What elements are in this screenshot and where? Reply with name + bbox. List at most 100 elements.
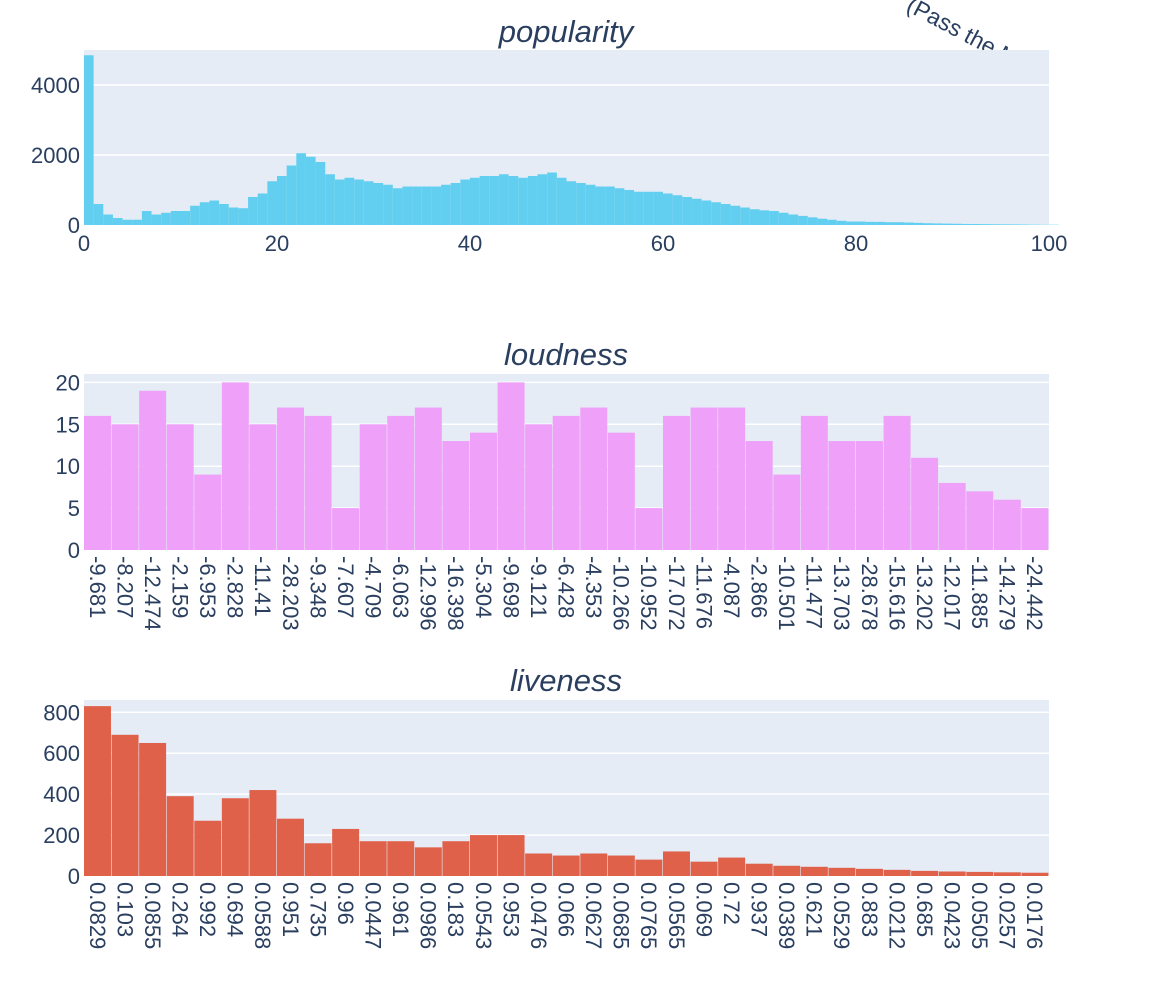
popularity-bar [296,153,306,225]
popularity-bar [354,179,364,225]
popularity-bar [556,177,567,225]
liveness-x-tick-label: 0.735 [305,882,330,937]
loudness-y-tick-label: 15 [56,412,80,437]
loudness-x-tick-label: -14.279 [995,556,1020,631]
popularity-bar [730,205,741,225]
loudness-bar [883,415,911,550]
popularity-bar [933,223,943,225]
loudness-x-tick-label: -16.398 [443,556,468,631]
liveness-bar [221,798,249,876]
liveness-bar [773,865,801,876]
popularity-bar [759,210,770,225]
popularity-y-tick-label: 2000 [31,143,80,168]
popularity-bar [315,162,326,225]
popularity-bar [441,184,451,225]
liveness-x-tick-label: 0.0986 [416,882,441,949]
popularity-bar [132,219,142,225]
liveness-bar [883,869,911,876]
popularity-bar [865,221,876,225]
liveness-x-tick-label: 0.183 [443,882,468,937]
liveness-x-tick-label: 0.937 [747,882,772,937]
popularity-bar [450,183,461,225]
popularity-bar [605,186,615,225]
loudness-bar [938,482,966,550]
liveness-bar [442,841,470,876]
popularity-bar [344,177,355,225]
popularity-x-ticks: 0 20 40 60 80 100 [78,231,1067,256]
popularity-bar [884,222,895,225]
popularity-bar [836,220,847,225]
popularity-bar [305,156,316,225]
loudness-bar [690,407,718,550]
loudness-x-tick-label: -6.428 [554,556,579,618]
loudness-bar [194,474,222,550]
loudness-x-tick-label: -12.474 [140,556,165,631]
loudness-x-tick-label: -11.41 [250,556,275,617]
loudness-bar [414,407,442,550]
popularity-bar [286,165,297,225]
loudness-x-tick-label: -4.353 [581,556,606,618]
loudness-bar [828,441,856,550]
popularity-bar [923,223,934,225]
loudness-x-tick-label: -9.698 [498,556,523,618]
popularity-bar [112,218,123,225]
loudness-x-tick-label: -12.996 [416,556,441,631]
popularity-bar [103,214,113,225]
liveness-x-tick-label: 0.0423 [940,882,965,949]
loudness-x-tick-label: -8.207 [112,556,137,618]
popularity-bar [788,214,799,225]
popularity-bar [248,197,258,225]
popularity-bar [769,211,779,225]
loudness-x-tick-label: -11.477 [802,556,827,629]
loudness-bar [249,424,277,550]
liveness-x-tick-label: 0.0176 [1022,882,1047,949]
loudness-x-tick-label: -9.348 [305,556,330,618]
loudness-x-tick-label: -11.885 [967,556,992,629]
loudness-x-tick-label: -2.866 [747,556,772,618]
popularity-panel: 0 2000 4000 0 20 40 60 80 100 popularity [31,14,1067,256]
liveness-bar [1021,872,1049,876]
loudness-bar [718,407,746,550]
popularity-bar [1010,224,1021,225]
loudness-bar [663,415,690,550]
popularity-bar [267,181,277,225]
liveness-x-tick-label: 0.0212 [884,882,909,949]
liveness-bar [938,871,966,876]
liveness-bar [552,855,580,876]
liveness-x-tick-label: 0.0505 [967,882,992,949]
liveness-x-tick-label: 0.961 [388,882,413,937]
popularity-x-tick-label: 60 [651,231,675,256]
popularity-bar [643,191,654,225]
loudness-bar [745,441,773,550]
popularity-x-tick-label: 40 [458,231,482,256]
popularity-bar [537,174,548,225]
popularity-bar [238,208,249,225]
liveness-y-tick-label: 400 [43,782,80,807]
liveness-x-tick-label: 0.0627 [581,882,606,949]
popularity-bar [798,215,808,225]
popularity-bar [595,186,606,225]
popularity-bar [412,186,422,225]
loudness-y-tick-label: 0 [68,538,80,563]
popularity-bar [392,188,403,225]
popularity-bar [151,214,162,225]
popularity-bar [219,204,229,225]
loudness-bar [525,424,553,550]
loudness-bar [552,415,580,550]
liveness-x-tick-label: 0.621 [802,882,827,937]
liveness-bar [993,872,1021,876]
popularity-bar [701,200,712,225]
popularity-bar [749,209,760,225]
liveness-x-tick-label: 0.264 [168,882,193,937]
liveness-title: liveness [510,663,622,698]
liveness-x-tick-label: 0.953 [498,882,523,937]
liveness-y-ticks: 0 200 400 600 800 [43,700,80,889]
popularity-bar [981,224,992,225]
popularity-bar [363,181,374,225]
liveness-y-tick-label: 600 [43,741,80,766]
liveness-bar [194,820,222,876]
liveness-x-tick-label: 0.992 [195,882,220,937]
liveness-x-tick-label: 0.0257 [995,882,1020,949]
liveness-bar [690,861,718,876]
liveness-bar [911,870,939,876]
